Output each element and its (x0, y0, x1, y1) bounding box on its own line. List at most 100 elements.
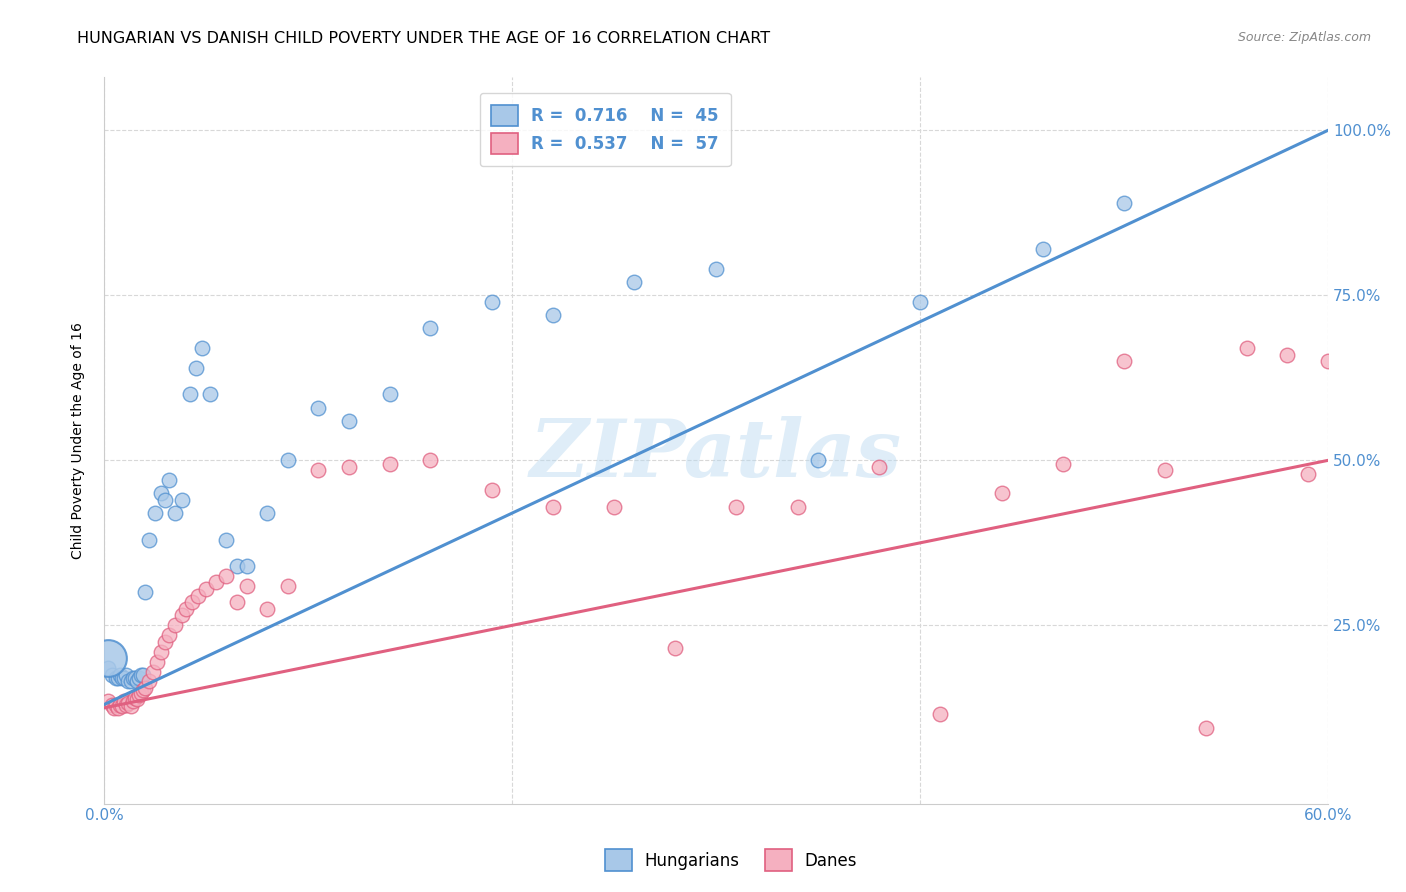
Point (184, 360, 207, 375)
Point (541, 308, 564, 322)
Point (129, 668, 152, 682)
Point (97, 694, 120, 708)
Point (990, 486, 1012, 500)
Point (165, 506, 187, 520)
Point (134, 585, 156, 599)
Point (623, 275, 645, 289)
Point (150, 645, 173, 659)
Point (132, 668, 155, 682)
Point (378, 457, 401, 471)
Point (101, 698, 124, 712)
Point (1195, 721, 1218, 735)
Point (187, 589, 209, 603)
Point (101, 668, 124, 682)
Point (117, 674, 139, 689)
Point (112, 694, 135, 708)
Point (1114, 195, 1136, 210)
Point (236, 579, 259, 593)
Point (153, 635, 176, 649)
Point (786, 500, 808, 514)
Point (307, 463, 329, 477)
Point (1296, 467, 1319, 481)
Point (97, 651, 120, 665)
Point (157, 473, 180, 487)
Point (277, 579, 299, 593)
Point (124, 671, 146, 685)
Point (541, 500, 564, 514)
Point (110, 698, 132, 712)
Point (1317, 354, 1340, 368)
Point (481, 483, 503, 497)
Point (107, 701, 129, 715)
Point (256, 506, 278, 520)
Point (153, 492, 176, 507)
Point (704, 261, 727, 276)
Point (121, 671, 143, 685)
Point (337, 414, 360, 428)
Point (1236, 341, 1258, 355)
Point (1114, 354, 1136, 368)
Point (1277, 348, 1299, 362)
Text: ZIPatlas: ZIPatlas (530, 417, 903, 494)
Point (124, 691, 146, 706)
Point (1154, 463, 1177, 477)
Point (111, 698, 134, 713)
Point (150, 486, 173, 500)
Point (174, 602, 197, 616)
Point (277, 453, 299, 467)
Point (868, 459, 890, 474)
Point (107, 671, 129, 685)
Point (195, 582, 218, 596)
Point (165, 618, 187, 632)
Point (121, 694, 143, 708)
Point (481, 294, 503, 309)
Point (307, 401, 329, 415)
Point (128, 671, 150, 685)
Point (110, 668, 132, 682)
Point (180, 595, 202, 609)
Point (138, 533, 160, 547)
Point (125, 692, 148, 706)
Point (112, 671, 135, 685)
Point (378, 387, 401, 401)
Point (157, 628, 180, 642)
Point (337, 459, 360, 474)
Point (1052, 457, 1074, 471)
Legend: R =  0.716    N =  45, R =  0.537    N =  57: R = 0.716 N = 45, R = 0.537 N = 57 (479, 93, 731, 166)
Point (138, 674, 160, 689)
Point (236, 558, 259, 573)
Legend: Hungarians, Danes: Hungarians, Danes (596, 841, 866, 880)
Point (198, 387, 221, 401)
Point (125, 674, 148, 689)
Point (215, 569, 238, 583)
Point (120, 674, 142, 689)
Point (115, 668, 138, 682)
Point (908, 294, 931, 309)
Point (225, 595, 247, 609)
Text: HUNGARIAN VS DANISH CHILD POVERTY UNDER THE AGE OF 16 CORRELATION CHART: HUNGARIAN VS DANISH CHILD POVERTY UNDER … (77, 31, 770, 46)
Point (205, 575, 228, 590)
Text: Source: ZipAtlas.com: Source: ZipAtlas.com (1237, 31, 1371, 45)
Point (115, 698, 138, 712)
Y-axis label: Child Poverty Under the Age of 16: Child Poverty Under the Age of 16 (72, 322, 86, 559)
Point (256, 602, 278, 616)
Point (128, 688, 150, 702)
Point (111, 671, 134, 685)
Point (105, 671, 128, 685)
Point (132, 683, 155, 698)
Point (725, 500, 748, 514)
Point (807, 453, 830, 467)
Point (1031, 242, 1053, 256)
Point (105, 698, 128, 712)
Point (120, 698, 142, 713)
Point (191, 341, 214, 355)
Point (146, 655, 169, 669)
Point (929, 707, 952, 722)
Point (117, 696, 139, 710)
Point (419, 453, 441, 467)
Point (143, 506, 166, 520)
Point (419, 321, 441, 335)
Point (179, 387, 201, 401)
Point (664, 641, 686, 656)
Point (142, 665, 165, 679)
